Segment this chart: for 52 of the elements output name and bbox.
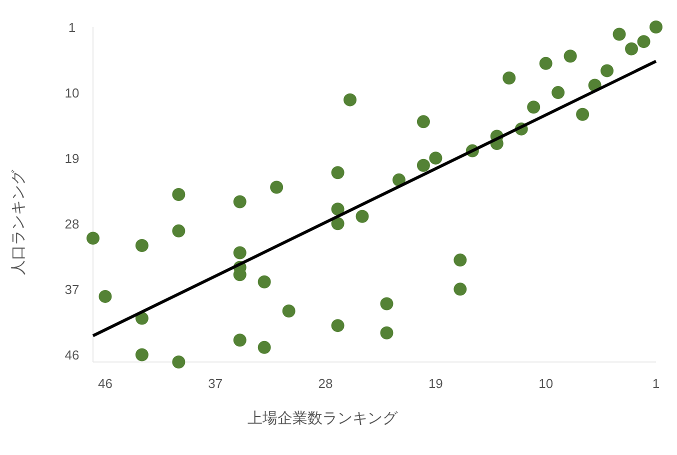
point: [331, 202, 344, 216]
x-tick-label: 46: [98, 376, 112, 391]
point: [172, 224, 186, 238]
point: [258, 275, 271, 288]
x-axis-title: 上場企業数ランキング: [248, 410, 398, 427]
point: [612, 28, 626, 41]
point: [233, 334, 246, 347]
x-tick-label: 28: [318, 376, 333, 391]
point: [331, 166, 344, 180]
point: [172, 356, 186, 368]
point: [600, 64, 614, 78]
point: [527, 100, 540, 114]
point: [454, 282, 467, 296]
point: [270, 180, 284, 194]
point: [539, 56, 552, 70]
x-tick-label: 1: [652, 376, 660, 391]
y-tick-label: 28: [64, 216, 80, 232]
point: [564, 50, 577, 63]
point: [135, 238, 148, 252]
point: [172, 188, 186, 201]
point: [344, 93, 357, 106]
y-tick-label: 10: [64, 86, 80, 101]
y-tick-label: 37: [64, 282, 80, 298]
x-tick-label: 10: [538, 376, 554, 391]
point: [356, 210, 369, 223]
point: [502, 71, 516, 84]
point: [233, 195, 246, 208]
point: [552, 86, 565, 100]
point: [637, 35, 650, 48]
point: [331, 319, 344, 332]
y-tick-label: 46: [64, 348, 80, 363]
point: [86, 232, 100, 245]
x-tick-label: 19: [428, 376, 443, 391]
point: [98, 290, 112, 303]
point: [454, 254, 467, 267]
point: [576, 108, 590, 121]
point: [650, 20, 662, 34]
point: [258, 340, 271, 354]
y-tick-label: 1: [68, 20, 76, 35]
y-tick-label: 19: [64, 151, 80, 166]
point: [282, 304, 296, 318]
point: [416, 115, 430, 128]
point: [416, 158, 430, 172]
point: [331, 217, 344, 230]
point: [625, 42, 638, 56]
y-axis-title: 人口ランキング: [10, 169, 27, 275]
x-tick-label: 37: [208, 376, 223, 391]
point: [429, 152, 442, 165]
point: [380, 326, 394, 340]
point: [380, 297, 394, 310]
point: [233, 246, 246, 260]
point: [135, 348, 148, 362]
